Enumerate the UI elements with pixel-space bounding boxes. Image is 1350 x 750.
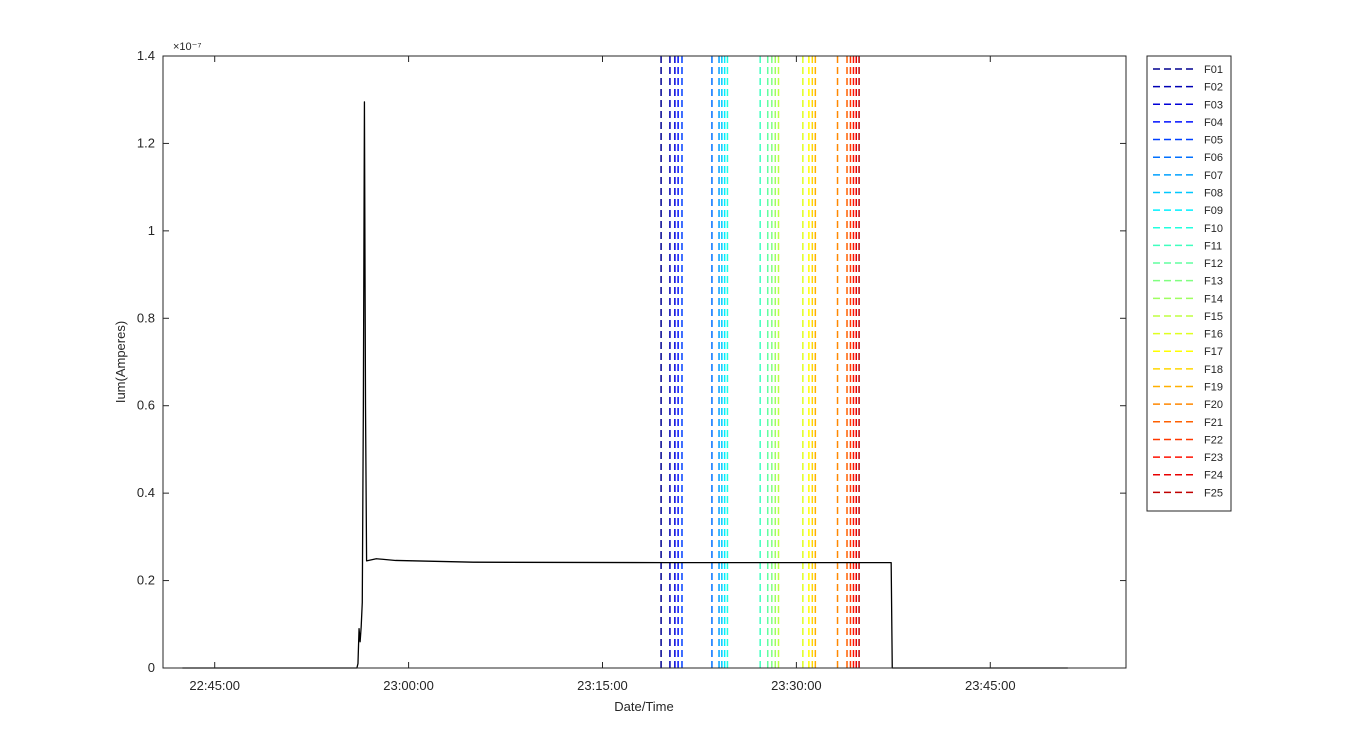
- y-tick-label: 1.4: [137, 48, 155, 63]
- legend-label: F17: [1204, 346, 1223, 358]
- legend-item-f05: F05: [1153, 135, 1223, 147]
- legend-label: F21: [1204, 417, 1223, 429]
- plot-area: [163, 56, 1126, 668]
- legend-item-f01: F01: [1153, 64, 1223, 76]
- y-tick-label: 0.6: [137, 398, 155, 413]
- legend: F01 F02 F03 F04 F05 F06 F07 F08 F09 F10 F11 F12 F13 F…: [1146, 55, 1232, 512]
- legend-item-f21: F21: [1153, 417, 1223, 429]
- series-line-1: [182, 101, 1068, 669]
- y-tick-label: 0.2: [137, 573, 155, 588]
- legend-label: F24: [1204, 470, 1223, 482]
- legend-item-f25: F25: [1153, 487, 1223, 499]
- legend-item-f20: F20: [1153, 399, 1223, 411]
- x-tick-label: 23:15:00: [577, 678, 628, 693]
- legend-item-f16: F16: [1153, 329, 1223, 341]
- legend-label: F13: [1204, 276, 1223, 288]
- marker-lines: [660, 56, 860, 668]
- y-tick-label: 1: [148, 223, 155, 238]
- legend-item-f23: F23: [1153, 452, 1223, 464]
- legend-item-f10: F10: [1153, 223, 1223, 235]
- legend-item-f11: F11: [1153, 240, 1222, 252]
- legend-item-f15: F15: [1153, 311, 1223, 323]
- legend-label: F07: [1204, 170, 1223, 182]
- x-tick-label: 23:45:00: [965, 678, 1016, 693]
- legend-item-f12: F12: [1153, 258, 1223, 270]
- legend-label: F16: [1204, 329, 1223, 341]
- legend-label: F15: [1204, 311, 1223, 323]
- legend-item-f07: F07: [1153, 170, 1223, 182]
- legend-label: F10: [1204, 223, 1223, 235]
- legend-label: F18: [1204, 364, 1223, 376]
- legend-item-f06: F06: [1153, 152, 1223, 164]
- series-layer: [182, 101, 1068, 669]
- legend-label: F06: [1204, 152, 1223, 164]
- y-tick-label: 0: [148, 660, 155, 675]
- y-tick-label: 1.2: [137, 135, 155, 150]
- legend-label: F08: [1204, 187, 1223, 199]
- legend-label: F25: [1204, 487, 1223, 499]
- legend-item-f22: F22: [1153, 434, 1223, 446]
- legend-label: F22: [1204, 434, 1223, 446]
- legend-item-f02: F02: [1153, 82, 1223, 94]
- legend-label: F14: [1204, 293, 1223, 305]
- legend-item-f09: F09: [1153, 205, 1223, 217]
- legend-label: F04: [1204, 117, 1223, 129]
- legend-label: F03: [1204, 99, 1223, 111]
- legend-item-f04: F04: [1153, 117, 1223, 129]
- legend-item-f13: F13: [1153, 276, 1223, 288]
- y-tick-label: 0.4: [137, 485, 155, 500]
- x-axis-label: Date/Time: [614, 699, 673, 714]
- legend-label: F19: [1204, 382, 1223, 394]
- x-tick-label: 23:00:00: [383, 678, 434, 693]
- legend-label: F20: [1204, 399, 1223, 411]
- legend-label: F12: [1204, 258, 1223, 270]
- legend-label: F23: [1204, 452, 1223, 464]
- legend-item-f14: F14: [1153, 293, 1223, 305]
- legend-label: F02: [1204, 82, 1223, 94]
- y-axis-ticks: 0 0.2 0.4 0.6 0.8 1 1.2 1.4: [137, 48, 1126, 675]
- axes-box: [162, 55, 1127, 669]
- legend-item-f17: F17: [1153, 346, 1223, 358]
- legend-item-f03: F03: [1153, 99, 1223, 111]
- legend-item-f08: F08: [1153, 187, 1223, 199]
- legend-label: F09: [1204, 205, 1223, 217]
- legend-item-f24: F24: [1153, 470, 1223, 482]
- x-tick-label: 23:30:00: [771, 678, 822, 693]
- legend-label: F05: [1204, 135, 1223, 147]
- y-tick-label: 0.8: [137, 310, 155, 325]
- legend-label: F11: [1204, 240, 1222, 252]
- x-tick-label: 22:45:00: [189, 678, 240, 693]
- legend-item-f19: F19: [1153, 382, 1223, 394]
- legend-label: F01: [1204, 64, 1223, 76]
- y-exponent-label: ×10⁻⁷: [173, 41, 201, 53]
- y-axis-label: Ium(Amperes): [113, 321, 128, 403]
- legend-item-f18: F18: [1153, 364, 1223, 376]
- x-axis-ticks: 22:45:00 23:00:00 23:15:00 23:30:00 23:45:00: [189, 56, 1016, 693]
- legend-box: [1146, 55, 1232, 512]
